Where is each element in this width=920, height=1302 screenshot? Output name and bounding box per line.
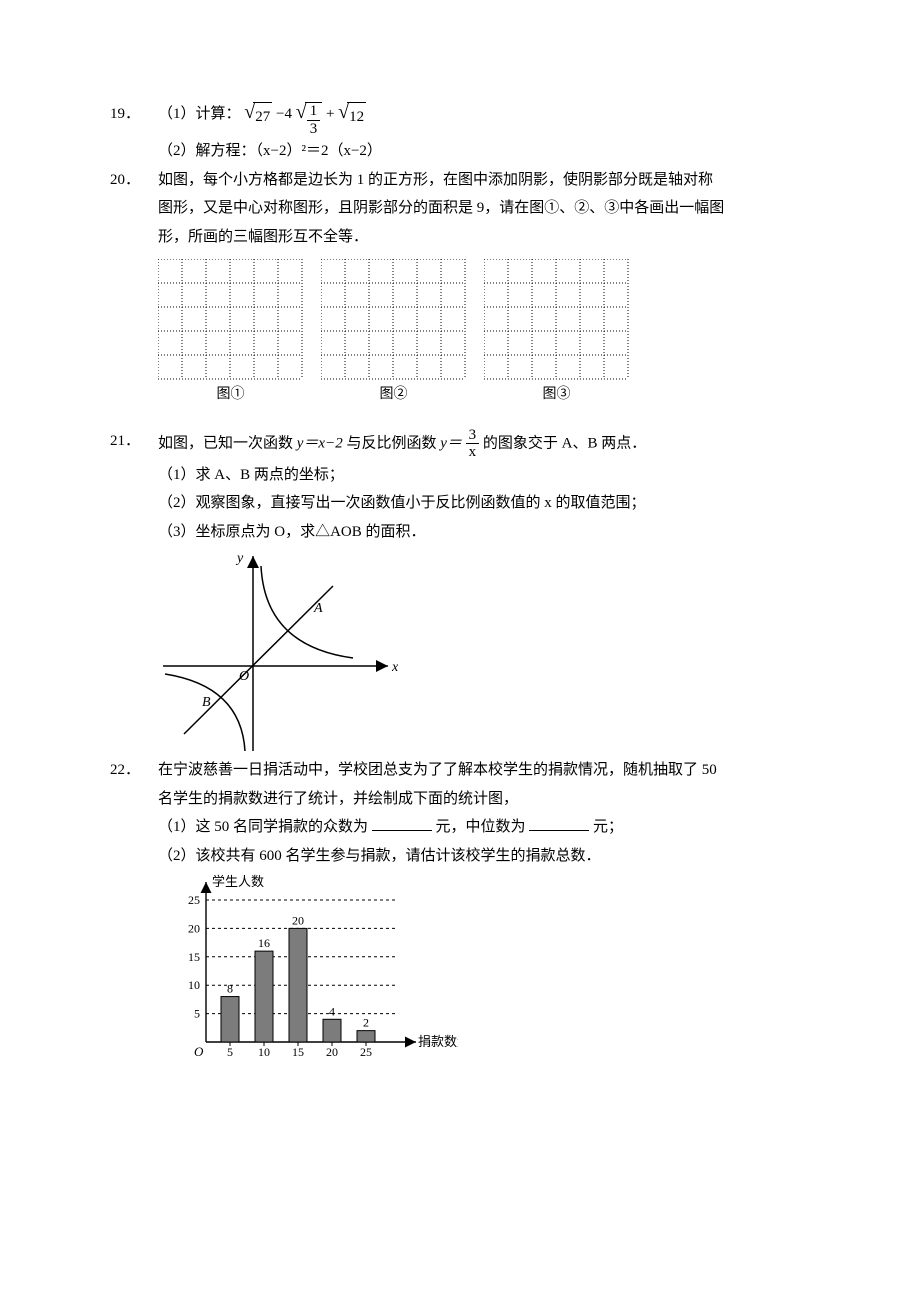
svg-text:B: B	[202, 695, 211, 710]
sqrt-27: √27	[244, 102, 272, 132]
svg-text:5: 5	[194, 1007, 200, 1021]
q20-line2: 图形，又是中心对称图形，且阴影部分的面积是 9，请在图①、②、③中各画出一幅图	[110, 194, 810, 223]
q21-eq1: y＝x−2	[297, 435, 343, 451]
plus: +	[326, 106, 334, 122]
question-22: 22． 在宁波慈善一日捐活动中，学校团总支为了了解本校学生的捐款情况，随机抽取了…	[110, 756, 810, 785]
svg-text:x: x	[391, 660, 398, 675]
minus-4: −4	[276, 106, 292, 122]
q20-label-2: 图②	[321, 382, 466, 409]
q22-p1a: （1）这 50 名同学捐款的众数为	[158, 819, 368, 835]
q21-stem-a: 如图，已知一次函数	[158, 435, 297, 451]
q22-p1b: 元，中位数为	[436, 819, 526, 835]
q19-part2: （2）解方程：（x−2）²＝2（x−2）	[110, 137, 810, 166]
q22-number: 22．	[110, 756, 158, 785]
svg-text:20: 20	[292, 913, 304, 927]
svg-text:5: 5	[227, 1045, 233, 1059]
q20-grids	[110, 259, 810, 380]
q20-label-3: 图③	[484, 382, 629, 409]
q22-p1c: 元；	[593, 819, 623, 835]
svg-text:4: 4	[329, 1004, 335, 1018]
question-20: 20． 如图，每个小方格都是边长为 1 的正方形，在图中添加阴影，使阴影部分既是…	[110, 166, 810, 195]
q20-grid-2	[321, 259, 466, 380]
q19-number: 19．	[110, 100, 158, 137]
q21-eq2-lhs: y＝	[440, 435, 462, 451]
q21-stem: 如图，已知一次函数 y＝x−2 与反比例函数 y＝ 3x 的图象交于 A、B 两…	[158, 427, 810, 461]
q20-grid-3	[484, 259, 629, 380]
q21-p3: （3）坐标原点为 O，求△AOB 的面积．	[110, 518, 810, 547]
q22-line2: 名学生的捐款数进行了统计，并绘制成下面的统计图，	[110, 785, 810, 814]
q22-bar-chart: 5 10 15 20 25 8 5 16 10 20 15 4 20 2 25 学生人数捐款数量 O	[158, 870, 458, 1070]
q21-eq2-frac: 3x	[466, 427, 480, 461]
q20-line1: 如图，每个小方格都是边长为 1 的正方形，在图中添加阴影，使阴影部分既是轴对称	[158, 166, 810, 195]
svg-text:O: O	[239, 669, 249, 684]
svg-text:15: 15	[188, 950, 200, 964]
q20-grid-1	[158, 259, 303, 380]
q22-p1: （1）这 50 名同学捐款的众数为 元，中位数为 元；	[110, 813, 810, 842]
q22-chart-wrap: 5 10 15 20 25 8 5 16 10 20 15 4 20 2 25 学生人数捐款数量 O	[110, 870, 810, 1070]
svg-text:y: y	[235, 551, 244, 566]
svg-text:10: 10	[258, 1045, 270, 1059]
q20-number: 20．	[110, 166, 158, 195]
q22-blank-2[interactable]	[529, 815, 589, 831]
svg-text:2: 2	[363, 1016, 369, 1030]
q21-graph-wrap: Ox y A B	[110, 546, 810, 756]
question-21: 21． 如图，已知一次函数 y＝x−2 与反比例函数 y＝ 3x 的图象交于 A…	[110, 427, 810, 461]
q22-blank-1[interactable]	[372, 815, 432, 831]
svg-text:O: O	[194, 1044, 204, 1059]
q21-number: 21．	[110, 427, 158, 461]
svg-text:25: 25	[360, 1045, 372, 1059]
q20-grid-labels: 图① 图② 图③	[110, 382, 810, 409]
svg-text:学生人数: 学生人数	[212, 874, 264, 889]
svg-text:25: 25	[188, 893, 200, 907]
svg-text:捐款数量: 捐款数量	[418, 1034, 458, 1049]
q21-stem-c: 的图象交于 A、B 两点．	[483, 435, 646, 451]
svg-text:15: 15	[292, 1045, 304, 1059]
q22-p2: （2）该校共有 600 名学生参与捐款，请估计该校学生的捐款总数．	[110, 842, 810, 871]
svg-text:16: 16	[258, 936, 270, 950]
q21-stem-b: 与反比例函数	[346, 435, 440, 451]
q21-graph: Ox y A B	[158, 546, 398, 756]
q21-p1: （1）求 A、B 两点的坐标；	[110, 461, 810, 490]
svg-text:10: 10	[188, 978, 200, 992]
q20-label-1: 图①	[158, 382, 303, 409]
svg-text:20: 20	[326, 1045, 338, 1059]
question-19: 19． （1）计算： √27 −4 √13 + √12	[110, 100, 810, 137]
sqrt-frac-1-3: √13	[296, 102, 322, 137]
sqrt-12: √12	[338, 102, 366, 132]
q21-p2: （2）观察图象，直接写出一次函数值小于反比例函数值的 x 的取值范围；	[110, 489, 810, 518]
svg-text:8: 8	[227, 982, 233, 996]
q19-part1-prefix: （1）计算：	[158, 106, 241, 122]
q20-line3: 形，所画的三幅图形互不全等．	[110, 223, 810, 252]
q22-line1: 在宁波慈善一日捐活动中，学校团总支为了了解本校学生的捐款情况，随机抽取了 50	[158, 756, 810, 785]
svg-text:A: A	[313, 601, 323, 616]
q19-body: （1）计算： √27 −4 √13 + √12	[158, 100, 810, 137]
svg-text:20: 20	[188, 921, 200, 935]
